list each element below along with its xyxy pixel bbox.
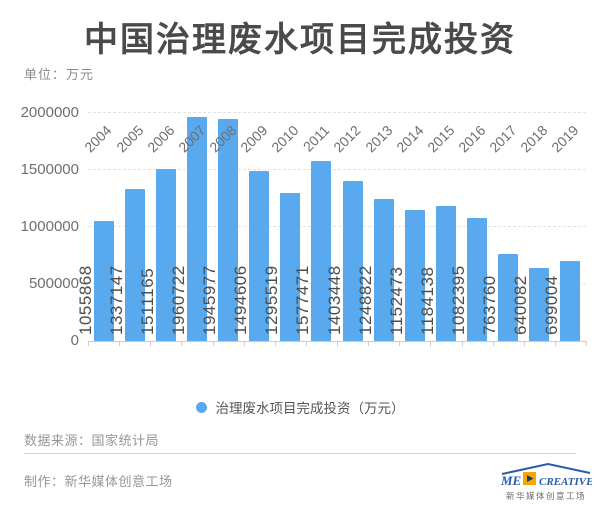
x-axis-tick-label: 2012: [330, 122, 364, 156]
bar-value-label: 1494606: [231, 265, 251, 335]
x-axis-tick-label: 2016: [455, 122, 489, 156]
logo-subtext: 新华媒体创意工场: [505, 491, 586, 501]
x-axis-tick: [305, 341, 307, 346]
bar-value-label: 1337147: [106, 265, 126, 335]
bar-value-label: 763760: [480, 275, 500, 335]
gridline: [88, 283, 586, 284]
unit-label: 单位：万元: [24, 67, 95, 82]
x-axis-tick-label: 2006: [143, 122, 178, 156]
bar[interactable]: 640082: [511, 268, 550, 341]
bar[interactable]: 1511165: [138, 168, 176, 341]
gridline: [88, 112, 586, 113]
legend: 治理废水项目完成投资（万元）: [0, 397, 600, 417]
bar-value-label: 1184138: [417, 266, 437, 335]
bar-value-label: 1577471: [293, 265, 313, 335]
bar[interactable]: 1403448: [325, 181, 363, 341]
bar[interactable]: 1960722: [169, 117, 207, 341]
bar-value-label: 1960722: [168, 265, 188, 335]
logo-me-text: ME: [500, 473, 522, 488]
x-axis-tick-label: 2004: [81, 122, 115, 156]
source-label: 数据来源：国家统计局: [24, 433, 160, 448]
x-axis-tick-label: 2018: [517, 122, 551, 156]
x-axis-tick: [461, 341, 463, 346]
gridline: [88, 226, 586, 227]
y-axis-tick-label: 500000: [28, 275, 79, 292]
x-axis-tick: [523, 341, 525, 346]
bar-value-label: 1403448: [324, 265, 344, 335]
x-axis-tick: [586, 341, 587, 346]
legend-item[interactable]: 治理废水项目完成投资（万元）: [195, 397, 405, 417]
bar[interactable]: 1152473: [387, 209, 425, 341]
bar[interactable]: 1055868: [76, 220, 114, 341]
bar[interactable]: 1248822: [356, 198, 394, 341]
bar-value-label: 640082: [511, 275, 531, 335]
bar[interactable]: 1337147: [107, 188, 145, 341]
x-axis-tick-label: 2011: [300, 122, 333, 155]
divider: [24, 453, 576, 454]
legend-label: 治理废水项目完成投资（万元）: [215, 401, 405, 416]
logo: ME CREATIVE 新华媒体创意工场: [500, 461, 592, 502]
bar[interactable]: 1295519: [262, 193, 301, 341]
x-axis-tick-label: 2010: [268, 122, 302, 156]
x-axis-tick-label: 2013: [361, 122, 396, 156]
bar-value-label: 1511165: [137, 267, 157, 335]
x-axis-tick: [368, 341, 370, 346]
x-axis-tick: [399, 341, 401, 346]
x-axis-tick: [554, 341, 556, 346]
bar-value-label: 1248822: [355, 265, 375, 335]
x-axis-tick-label: 2014: [392, 122, 427, 156]
bar-value-label: 1082395: [449, 265, 469, 335]
x-axis-tick-label: 2015: [423, 122, 458, 156]
bar[interactable]: 763760: [480, 253, 519, 341]
bar[interactable]: 1082395: [449, 217, 488, 341]
y-axis-tick-label: 1500000: [20, 161, 79, 178]
x-axis-tick: [337, 341, 338, 346]
gridline: [88, 169, 586, 170]
x-axis-tick: [150, 341, 152, 346]
bar-value-label: 1295519: [262, 265, 282, 335]
logo-create-text: CREATIVE: [539, 476, 592, 488]
x-axis-tick-label: 2009: [237, 122, 271, 156]
y-axis-tick-label: 1000000: [20, 218, 79, 235]
logo-play-icon: [527, 475, 534, 482]
plot-area: 0 500000 1000000 1500000 2000000 1055868 2004 1…: [21, 104, 587, 349]
y-axis-tick-label: 2000000: [20, 104, 79, 121]
logo-roof-icon: [501, 462, 591, 475]
x-axis-tick: [88, 341, 89, 346]
x-axis-tick-label: 2005: [112, 122, 147, 156]
bar-value-label: 1945977: [200, 265, 220, 335]
x-axis-tick: [119, 341, 121, 346]
x-axis-tick: [181, 341, 183, 346]
bar[interactable]: 699004: [542, 261, 581, 341]
x-axis-tick: [430, 341, 432, 346]
page-title: 中国治理废水项目完成投资: [84, 21, 516, 59]
x-axis-tick-label: 2019: [548, 122, 582, 156]
bar-value-label: 1152473: [386, 266, 406, 335]
bar-value-label: 699004: [542, 275, 562, 335]
bar[interactable]: 1184138: [418, 206, 456, 341]
bar[interactable]: 1494606: [231, 170, 270, 341]
bar-value-label: 1055868: [75, 265, 95, 335]
y-axis-tick-label: 0: [70, 332, 79, 349]
x-axis-tick-label: 2017: [486, 122, 520, 156]
x-axis-tick: [492, 341, 494, 346]
x-axis-tick: [274, 341, 276, 346]
bar[interactable]: 1577471: [293, 161, 332, 341]
x-axis-tick: [243, 341, 245, 346]
logo-graphic: ME CREATIVE: [500, 462, 592, 488]
maker-label: 制作：新华媒体创意工场: [24, 474, 173, 489]
legend-dot-icon: [195, 401, 207, 413]
bar[interactable]: 1945977: [200, 119, 239, 341]
x-axis-tick: [212, 341, 214, 346]
